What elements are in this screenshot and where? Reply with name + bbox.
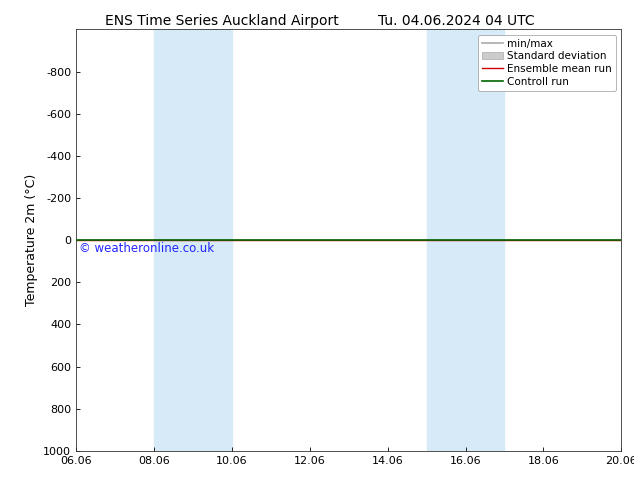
Text: © weatheronline.co.uk: © weatheronline.co.uk [79,242,214,255]
Bar [427,29,505,451]
Text: Tu. 04.06.2024 04 UTC: Tu. 04.06.2024 04 UTC [378,14,535,28]
Bar [154,29,232,451]
Text: ENS Time Series Auckland Airport: ENS Time Series Auckland Airport [105,14,339,28]
Y-axis label: Temperature 2m (°C): Temperature 2m (°C) [25,174,37,306]
Legend: min/max, Standard deviation, Ensemble mean run, Controll run: min/max, Standard deviation, Ensemble me… [478,35,616,91]
